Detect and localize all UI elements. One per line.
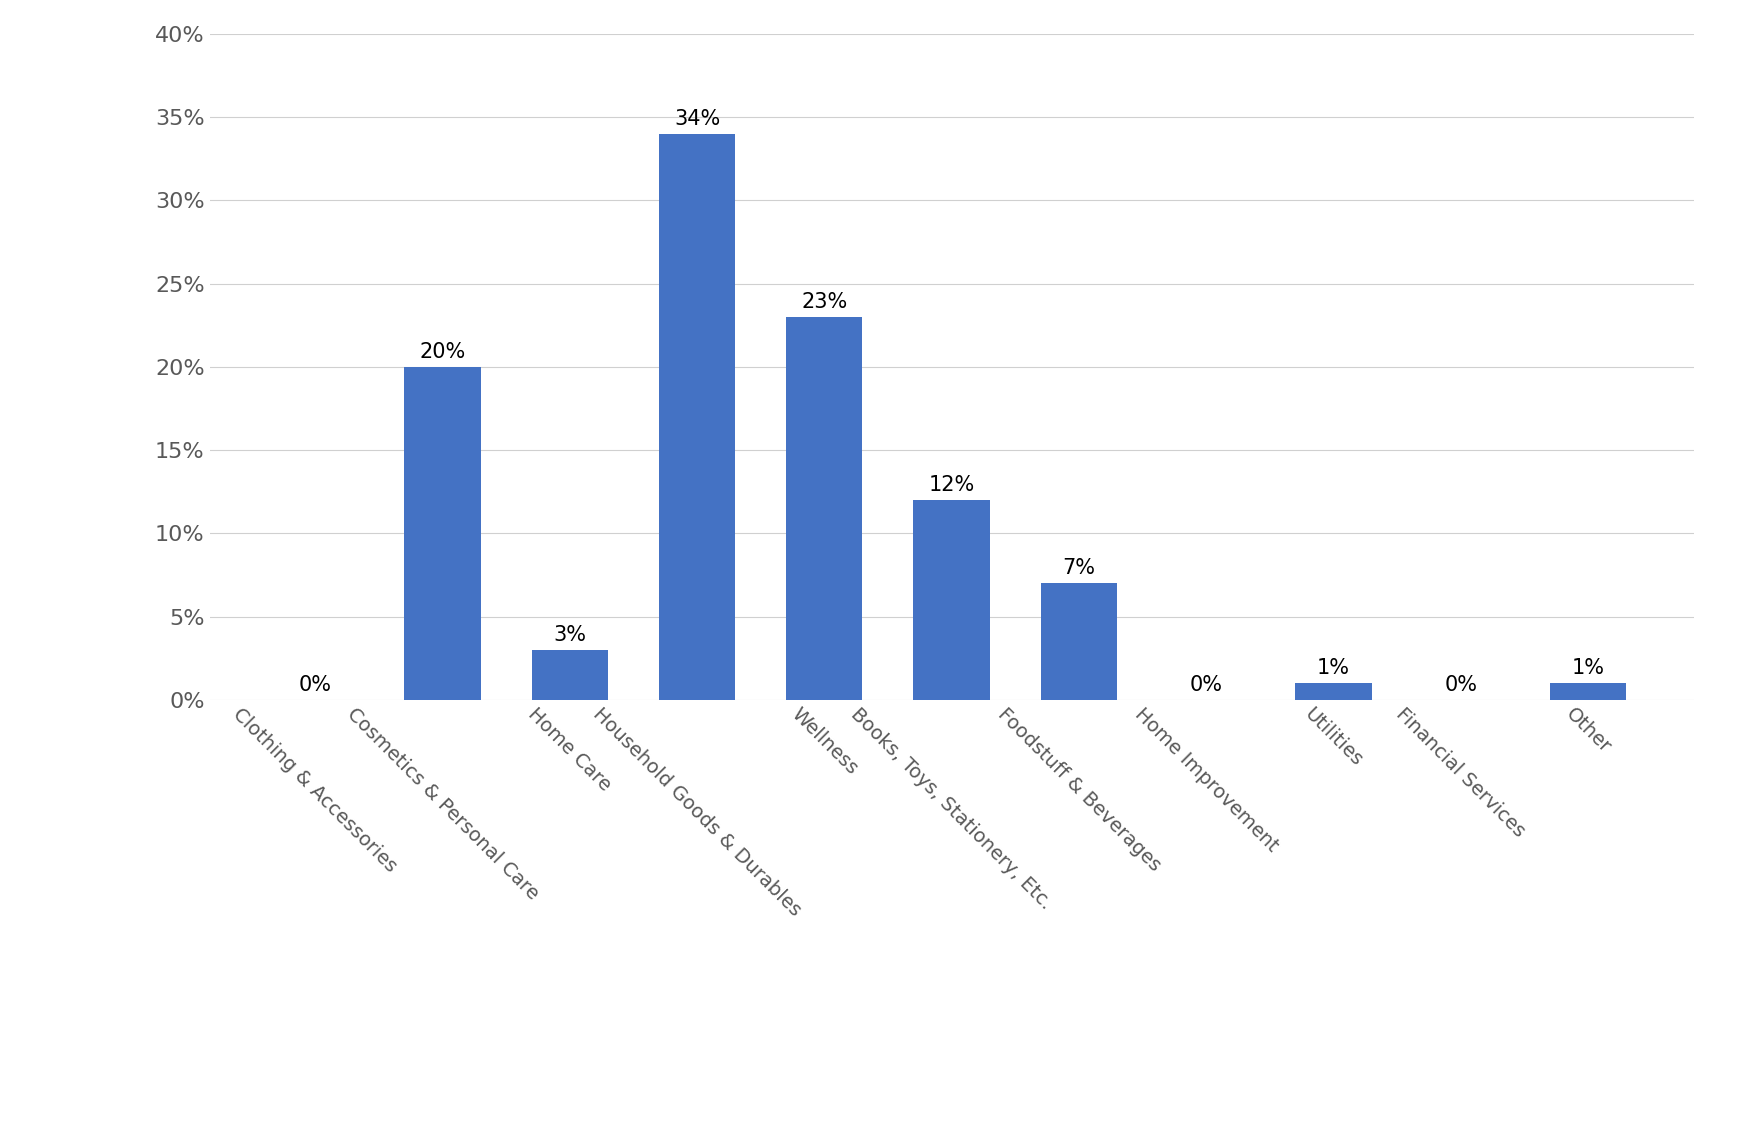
Bar <box>1550 683 1626 700</box>
Text: 1%: 1% <box>1316 658 1350 679</box>
Bar <box>913 500 990 700</box>
Text: 7%: 7% <box>1062 559 1095 578</box>
Text: 3%: 3% <box>553 625 587 645</box>
Text: 12%: 12% <box>929 475 974 496</box>
Bar <box>531 650 608 700</box>
Text: 23%: 23% <box>801 292 847 312</box>
Text: 20%: 20% <box>419 342 466 362</box>
Bar <box>658 134 735 700</box>
Bar <box>786 317 863 700</box>
Text: 1%: 1% <box>1571 658 1605 679</box>
Bar <box>405 367 480 700</box>
Bar <box>1041 584 1117 700</box>
Bar <box>1296 683 1372 700</box>
Text: 0%: 0% <box>1444 675 1477 695</box>
Text: 0%: 0% <box>299 675 332 695</box>
Text: 0%: 0% <box>1189 675 1222 695</box>
Text: 34%: 34% <box>674 108 719 129</box>
